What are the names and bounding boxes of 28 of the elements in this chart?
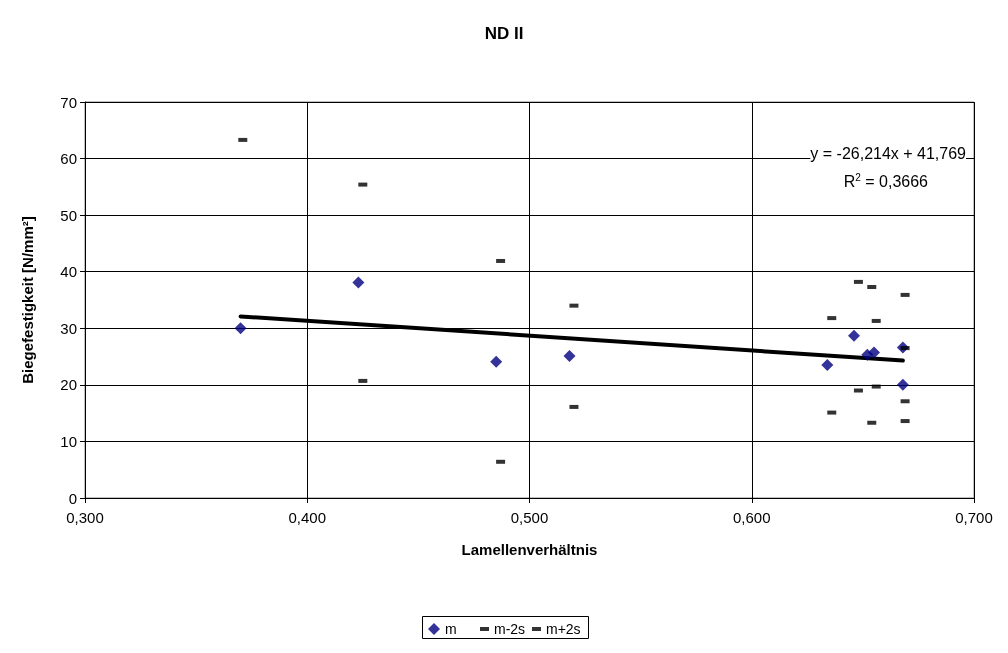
legend-label: m+2s [546,621,581,637]
point [490,355,503,368]
point [352,276,365,289]
y-tick-label: 50 [60,206,77,224]
point [847,329,860,342]
point [821,359,834,372]
y-axis-title: Biegefestigkeit [N/mm²] [19,216,36,384]
y-tick-label: 10 [60,432,77,450]
x-tick-label: 0,300 [66,509,104,526]
point [563,350,576,363]
y-tick-label: 60 [60,150,77,168]
x-tick-label: 0,500 [510,509,549,526]
x-axis-title: Lamellenverhältnis [461,541,598,558]
y-tick-label: 30 [60,319,77,337]
point [867,346,880,359]
y-tick-label: 0 [68,489,77,507]
annotation: y = -26,214x + 41,769 [810,144,967,162]
legend-label: m-2s [494,621,526,637]
legend-label: m [445,621,457,637]
point [234,322,247,335]
x-tick-label: 0,600 [732,509,771,526]
y-tick-label: 20 [60,376,77,394]
x-tick-label: 0,700 [955,509,993,526]
point [896,378,909,391]
y-tick-label: 40 [60,263,77,281]
chart-title: ND II [484,24,524,43]
x-tick-label: 0,400 [288,509,327,526]
y-tick-label: 70 [60,93,77,111]
